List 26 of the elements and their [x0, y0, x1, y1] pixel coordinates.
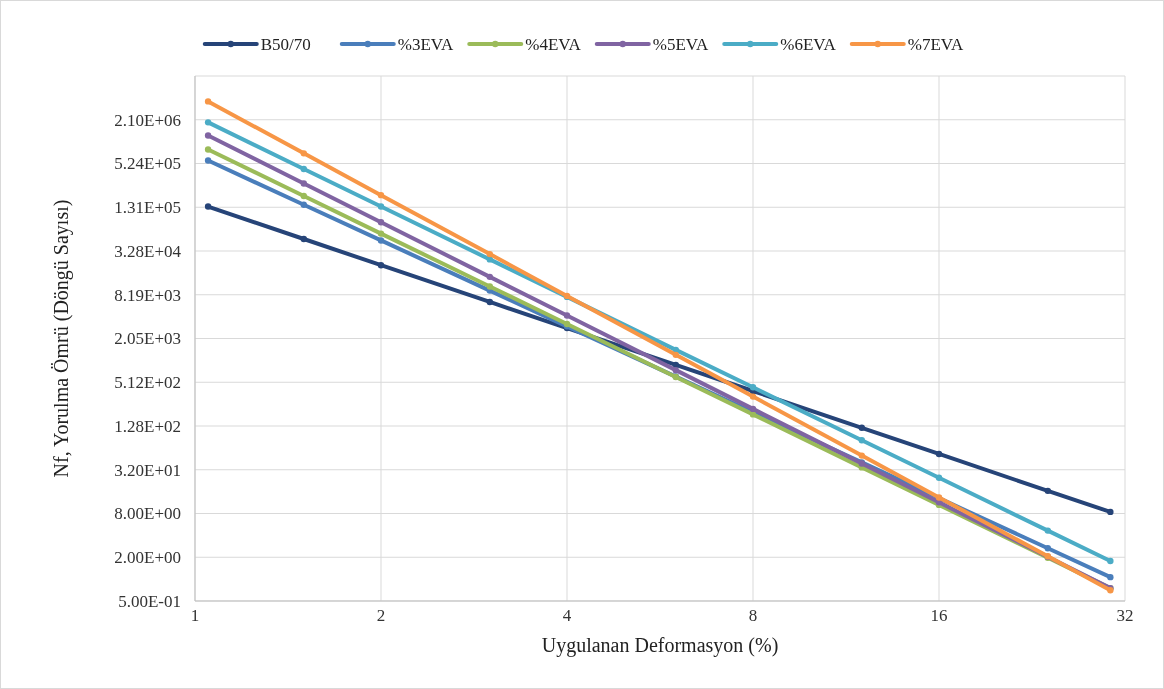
x-axis-title: Uygulanan Deformasyon (%) [541, 634, 779, 657]
y-tick-label: 3.28E+04 [114, 241, 182, 261]
y-tick-label: 1.31E+05 [114, 198, 181, 218]
y-axis-title: Nf, Yorulma Ömrü (Döngü Sayısı) [50, 199, 73, 478]
x-tick-label: 8 [748, 606, 758, 625]
y-tick-label: 5.24E+05 [114, 154, 181, 174]
legend-label: %6EVA [780, 35, 837, 54]
x-tick-label: 32 [1116, 606, 1134, 625]
y-tick-label: 1.28E+02 [114, 416, 181, 436]
x-tick-label: 2 [376, 606, 386, 625]
x-tick-label: 4 [562, 606, 572, 625]
y-tick-label: 2.00E+00 [114, 548, 181, 568]
y-tick-label: 2.05E+03 [114, 329, 181, 349]
y-tick-label: 8.00E+00 [114, 504, 181, 524]
legend-label: %7EVA [907, 35, 964, 54]
y-tick-label: 5.12E+02 [114, 373, 181, 393]
y-tick-label: 2.10E+06 [114, 110, 181, 130]
y-tick-label: 8.19E+03 [114, 285, 181, 305]
legend-label: %3EVA [397, 35, 454, 54]
y-tick-label: 3.20E+01 [114, 460, 181, 480]
y-tick-label: 5.00E-01 [118, 591, 181, 611]
legend-label: %4EVA [525, 35, 582, 54]
legend-label: %5EVA [652, 35, 709, 54]
legend-label: B50/70 [260, 35, 311, 54]
x-tick-label: 16 [930, 606, 948, 625]
x-tick-label: 1 [190, 606, 200, 625]
